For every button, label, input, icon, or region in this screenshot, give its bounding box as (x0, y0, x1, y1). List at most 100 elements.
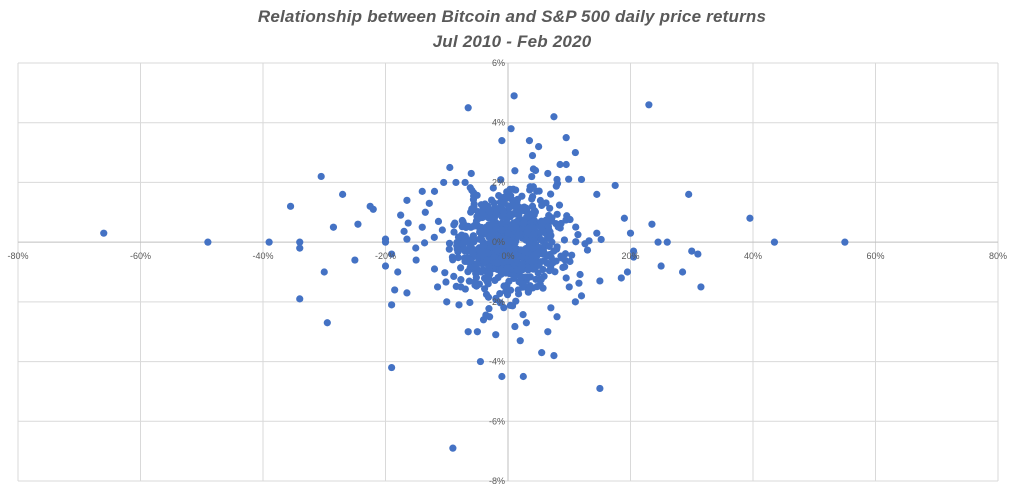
data-point (547, 253, 555, 262)
data-point (528, 172, 536, 181)
data-point (296, 244, 304, 252)
data-point (381, 262, 390, 270)
data-point (453, 245, 461, 253)
data-point (528, 224, 536, 232)
data-point (547, 304, 555, 312)
data-point (623, 268, 632, 276)
x-tick-label: 40% (744, 251, 762, 261)
data-point (473, 328, 481, 336)
data-point (559, 263, 567, 272)
data-point (286, 202, 295, 210)
data-point (555, 201, 564, 209)
data-point (562, 160, 570, 169)
data-point (457, 264, 465, 272)
data-point (562, 274, 570, 282)
data-point (519, 219, 527, 227)
data-point (497, 176, 505, 184)
data-point (472, 270, 480, 278)
data-point (585, 237, 593, 245)
data-point (574, 231, 582, 239)
data-point (381, 235, 390, 243)
data-point (487, 214, 496, 222)
data-point (550, 352, 558, 360)
data-point (394, 268, 402, 276)
data-point (441, 269, 449, 277)
data-point (648, 220, 656, 228)
data-point (556, 160, 564, 169)
data-point (388, 301, 396, 309)
data-point (369, 205, 377, 213)
data-point (479, 316, 488, 324)
data-point (544, 328, 552, 336)
data-point (506, 211, 514, 219)
x-tick-label: -80% (7, 251, 28, 261)
data-point (546, 204, 554, 212)
data-point (518, 262, 526, 270)
data-point (534, 269, 542, 277)
data-point (493, 259, 501, 267)
data-point (296, 238, 304, 246)
data-point (412, 244, 420, 252)
data-point (388, 363, 396, 372)
data-point (442, 278, 450, 286)
data-point (531, 166, 540, 175)
data-point (496, 289, 504, 298)
data-point (512, 297, 520, 305)
data-point (528, 193, 537, 201)
data-point (492, 294, 500, 302)
data-point (688, 247, 696, 255)
data-point (553, 210, 561, 218)
data-point (403, 196, 411, 204)
data-point (483, 256, 491, 264)
data-point (458, 223, 466, 231)
data-point (433, 283, 442, 291)
data-point (404, 219, 412, 227)
data-point (565, 175, 573, 183)
data-point (461, 285, 469, 293)
data-point (629, 253, 638, 261)
data-point (514, 231, 522, 239)
data-point (498, 206, 507, 214)
data-point (504, 229, 512, 237)
data-point (535, 187, 543, 195)
data-point (553, 313, 561, 321)
data-point (320, 268, 328, 276)
data-point (528, 151, 537, 160)
data-point (583, 246, 592, 254)
data-point (464, 104, 472, 112)
data-point (505, 277, 513, 285)
data-point (498, 226, 506, 234)
data-point (550, 113, 558, 121)
data-point (596, 384, 604, 393)
data-point (528, 258, 536, 266)
data-point (593, 190, 601, 198)
data-point (498, 137, 506, 145)
data-point (451, 219, 459, 227)
data-point (685, 190, 693, 198)
x-tick-label: 60% (866, 251, 884, 261)
data-point (511, 322, 519, 331)
data-point (478, 211, 487, 220)
data-point (484, 293, 493, 301)
data-point (530, 230, 538, 238)
data-point (553, 245, 561, 253)
y-tick-label: -2% (489, 297, 505, 307)
data-point (421, 208, 429, 216)
data-point (100, 229, 108, 237)
data-point (471, 221, 479, 229)
data-point (434, 217, 443, 225)
data-point (497, 219, 506, 227)
data-point (492, 331, 500, 339)
data-point (480, 285, 489, 293)
data-point (539, 246, 548, 254)
data-point (452, 282, 460, 290)
data-point (467, 169, 475, 178)
data-point (560, 236, 569, 244)
data-point (545, 267, 554, 275)
data-point (522, 319, 530, 327)
data-point (296, 295, 304, 303)
data-point (537, 223, 545, 231)
data-point (450, 272, 458, 281)
data-point (486, 313, 494, 321)
